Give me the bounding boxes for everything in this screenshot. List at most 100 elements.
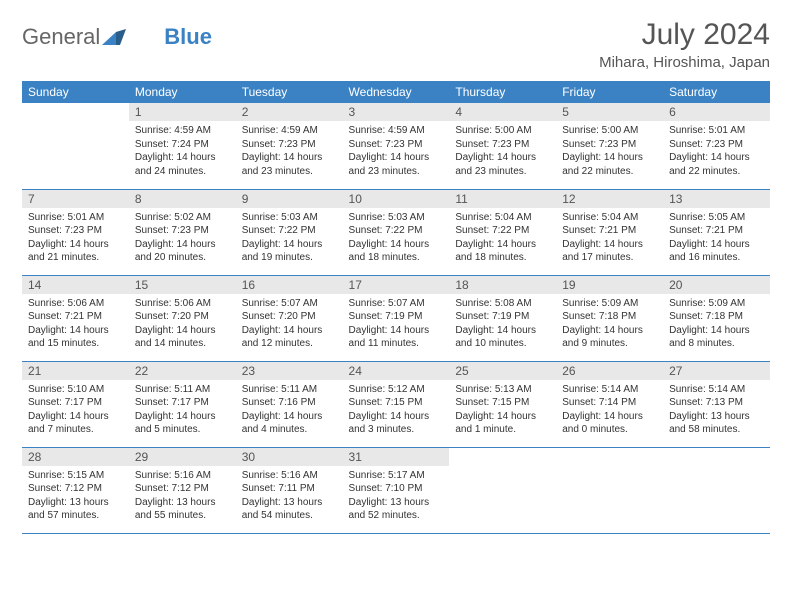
calendar-cell (449, 447, 556, 533)
calendar-cell: 21Sunrise: 5:10 AMSunset: 7:17 PMDayligh… (22, 361, 129, 447)
calendar-week: 14Sunrise: 5:06 AMSunset: 7:21 PMDayligh… (22, 275, 770, 361)
day-number: 28 (22, 448, 129, 466)
calendar-cell: 4Sunrise: 5:00 AMSunset: 7:23 PMDaylight… (449, 103, 556, 189)
day-details: Sunrise: 5:01 AMSunset: 7:23 PMDaylight:… (663, 121, 770, 182)
day-number: 11 (449, 190, 556, 208)
calendar-cell: 7Sunrise: 5:01 AMSunset: 7:23 PMDaylight… (22, 189, 129, 275)
day-details: Sunrise: 4:59 AMSunset: 7:23 PMDaylight:… (343, 121, 450, 182)
day-number: 18 (449, 276, 556, 294)
day-number: 12 (556, 190, 663, 208)
logo-text-general: General (22, 24, 100, 50)
logo-icon (102, 25, 126, 51)
day-details: Sunrise: 5:00 AMSunset: 7:23 PMDaylight:… (556, 121, 663, 182)
day-number: 10 (343, 190, 450, 208)
calendar-cell: 28Sunrise: 5:15 AMSunset: 7:12 PMDayligh… (22, 447, 129, 533)
day-details: Sunrise: 5:16 AMSunset: 7:11 PMDaylight:… (236, 466, 343, 527)
calendar-cell: 15Sunrise: 5:06 AMSunset: 7:20 PMDayligh… (129, 275, 236, 361)
day-number: 2 (236, 103, 343, 121)
day-number: 26 (556, 362, 663, 380)
logo-text-blue: Blue (164, 24, 212, 50)
calendar-cell: 19Sunrise: 5:09 AMSunset: 7:18 PMDayligh… (556, 275, 663, 361)
day-number: 22 (129, 362, 236, 380)
month-title: July 2024 (599, 18, 770, 52)
calendar-week: 21Sunrise: 5:10 AMSunset: 7:17 PMDayligh… (22, 361, 770, 447)
day-details: Sunrise: 5:04 AMSunset: 7:22 PMDaylight:… (449, 208, 556, 269)
day-number: 20 (663, 276, 770, 294)
calendar-cell: 20Sunrise: 5:09 AMSunset: 7:18 PMDayligh… (663, 275, 770, 361)
day-details: Sunrise: 5:11 AMSunset: 7:16 PMDaylight:… (236, 380, 343, 441)
calendar-cell (663, 447, 770, 533)
day-number: 29 (129, 448, 236, 466)
day-details: Sunrise: 5:14 AMSunset: 7:14 PMDaylight:… (556, 380, 663, 441)
calendar-body: 1Sunrise: 4:59 AMSunset: 7:24 PMDaylight… (22, 103, 770, 533)
day-header: Monday (129, 81, 236, 103)
calendar-cell: 9Sunrise: 5:03 AMSunset: 7:22 PMDaylight… (236, 189, 343, 275)
calendar-cell (22, 103, 129, 189)
day-number: 14 (22, 276, 129, 294)
calendar-cell: 25Sunrise: 5:13 AMSunset: 7:15 PMDayligh… (449, 361, 556, 447)
day-details: Sunrise: 5:11 AMSunset: 7:17 PMDaylight:… (129, 380, 236, 441)
day-number: 15 (129, 276, 236, 294)
day-details: Sunrise: 5:07 AMSunset: 7:19 PMDaylight:… (343, 294, 450, 355)
day-details: Sunrise: 5:17 AMSunset: 7:10 PMDaylight:… (343, 466, 450, 527)
day-details: Sunrise: 5:13 AMSunset: 7:15 PMDaylight:… (449, 380, 556, 441)
day-details: Sunrise: 5:07 AMSunset: 7:20 PMDaylight:… (236, 294, 343, 355)
day-number: 19 (556, 276, 663, 294)
calendar-cell: 3Sunrise: 4:59 AMSunset: 7:23 PMDaylight… (343, 103, 450, 189)
calendar-cell: 30Sunrise: 5:16 AMSunset: 7:11 PMDayligh… (236, 447, 343, 533)
calendar-cell: 18Sunrise: 5:08 AMSunset: 7:19 PMDayligh… (449, 275, 556, 361)
day-details: Sunrise: 5:09 AMSunset: 7:18 PMDaylight:… (663, 294, 770, 355)
day-number: 24 (343, 362, 450, 380)
day-number: 31 (343, 448, 450, 466)
day-details: Sunrise: 4:59 AMSunset: 7:24 PMDaylight:… (129, 121, 236, 182)
day-details: Sunrise: 5:09 AMSunset: 7:18 PMDaylight:… (556, 294, 663, 355)
calendar-week: 28Sunrise: 5:15 AMSunset: 7:12 PMDayligh… (22, 447, 770, 533)
day-header: Sunday (22, 81, 129, 103)
day-number: 30 (236, 448, 343, 466)
day-number: 27 (663, 362, 770, 380)
day-details: Sunrise: 5:01 AMSunset: 7:23 PMDaylight:… (22, 208, 129, 269)
day-number: 21 (22, 362, 129, 380)
calendar-table: SundayMondayTuesdayWednesdayThursdayFrid… (22, 81, 770, 534)
calendar-cell: 13Sunrise: 5:05 AMSunset: 7:21 PMDayligh… (663, 189, 770, 275)
calendar-cell: 1Sunrise: 4:59 AMSunset: 7:24 PMDaylight… (129, 103, 236, 189)
day-number: 16 (236, 276, 343, 294)
day-details: Sunrise: 4:59 AMSunset: 7:23 PMDaylight:… (236, 121, 343, 182)
day-details: Sunrise: 5:12 AMSunset: 7:15 PMDaylight:… (343, 380, 450, 441)
calendar-cell: 11Sunrise: 5:04 AMSunset: 7:22 PMDayligh… (449, 189, 556, 275)
day-header: Friday (556, 81, 663, 103)
day-details: Sunrise: 5:06 AMSunset: 7:21 PMDaylight:… (22, 294, 129, 355)
calendar-cell: 14Sunrise: 5:06 AMSunset: 7:21 PMDayligh… (22, 275, 129, 361)
day-number: 9 (236, 190, 343, 208)
day-header: Saturday (663, 81, 770, 103)
calendar-cell: 22Sunrise: 5:11 AMSunset: 7:17 PMDayligh… (129, 361, 236, 447)
calendar-cell: 8Sunrise: 5:02 AMSunset: 7:23 PMDaylight… (129, 189, 236, 275)
calendar-cell (556, 447, 663, 533)
calendar-cell: 24Sunrise: 5:12 AMSunset: 7:15 PMDayligh… (343, 361, 450, 447)
day-number: 7 (22, 190, 129, 208)
day-details: Sunrise: 5:08 AMSunset: 7:19 PMDaylight:… (449, 294, 556, 355)
day-details: Sunrise: 5:10 AMSunset: 7:17 PMDaylight:… (22, 380, 129, 441)
day-details: Sunrise: 5:03 AMSunset: 7:22 PMDaylight:… (236, 208, 343, 269)
day-number: 25 (449, 362, 556, 380)
title-block: July 2024 Mihara, Hiroshima, Japan (599, 18, 770, 71)
calendar-cell: 16Sunrise: 5:07 AMSunset: 7:20 PMDayligh… (236, 275, 343, 361)
day-header: Thursday (449, 81, 556, 103)
calendar-cell: 2Sunrise: 4:59 AMSunset: 7:23 PMDaylight… (236, 103, 343, 189)
day-number: 3 (343, 103, 450, 121)
day-details: Sunrise: 5:15 AMSunset: 7:12 PMDaylight:… (22, 466, 129, 527)
calendar-cell: 29Sunrise: 5:16 AMSunset: 7:12 PMDayligh… (129, 447, 236, 533)
logo: General Blue (22, 18, 212, 50)
calendar-cell: 26Sunrise: 5:14 AMSunset: 7:14 PMDayligh… (556, 361, 663, 447)
calendar-cell: 27Sunrise: 5:14 AMSunset: 7:13 PMDayligh… (663, 361, 770, 447)
day-number: 1 (129, 103, 236, 121)
calendar-week: 7Sunrise: 5:01 AMSunset: 7:23 PMDaylight… (22, 189, 770, 275)
day-details: Sunrise: 5:06 AMSunset: 7:20 PMDaylight:… (129, 294, 236, 355)
location: Mihara, Hiroshima, Japan (599, 54, 770, 71)
day-details: Sunrise: 5:04 AMSunset: 7:21 PMDaylight:… (556, 208, 663, 269)
day-details: Sunrise: 5:14 AMSunset: 7:13 PMDaylight:… (663, 380, 770, 441)
calendar-cell: 31Sunrise: 5:17 AMSunset: 7:10 PMDayligh… (343, 447, 450, 533)
calendar-cell: 10Sunrise: 5:03 AMSunset: 7:22 PMDayligh… (343, 189, 450, 275)
calendar-cell: 6Sunrise: 5:01 AMSunset: 7:23 PMDaylight… (663, 103, 770, 189)
day-details: Sunrise: 5:00 AMSunset: 7:23 PMDaylight:… (449, 121, 556, 182)
